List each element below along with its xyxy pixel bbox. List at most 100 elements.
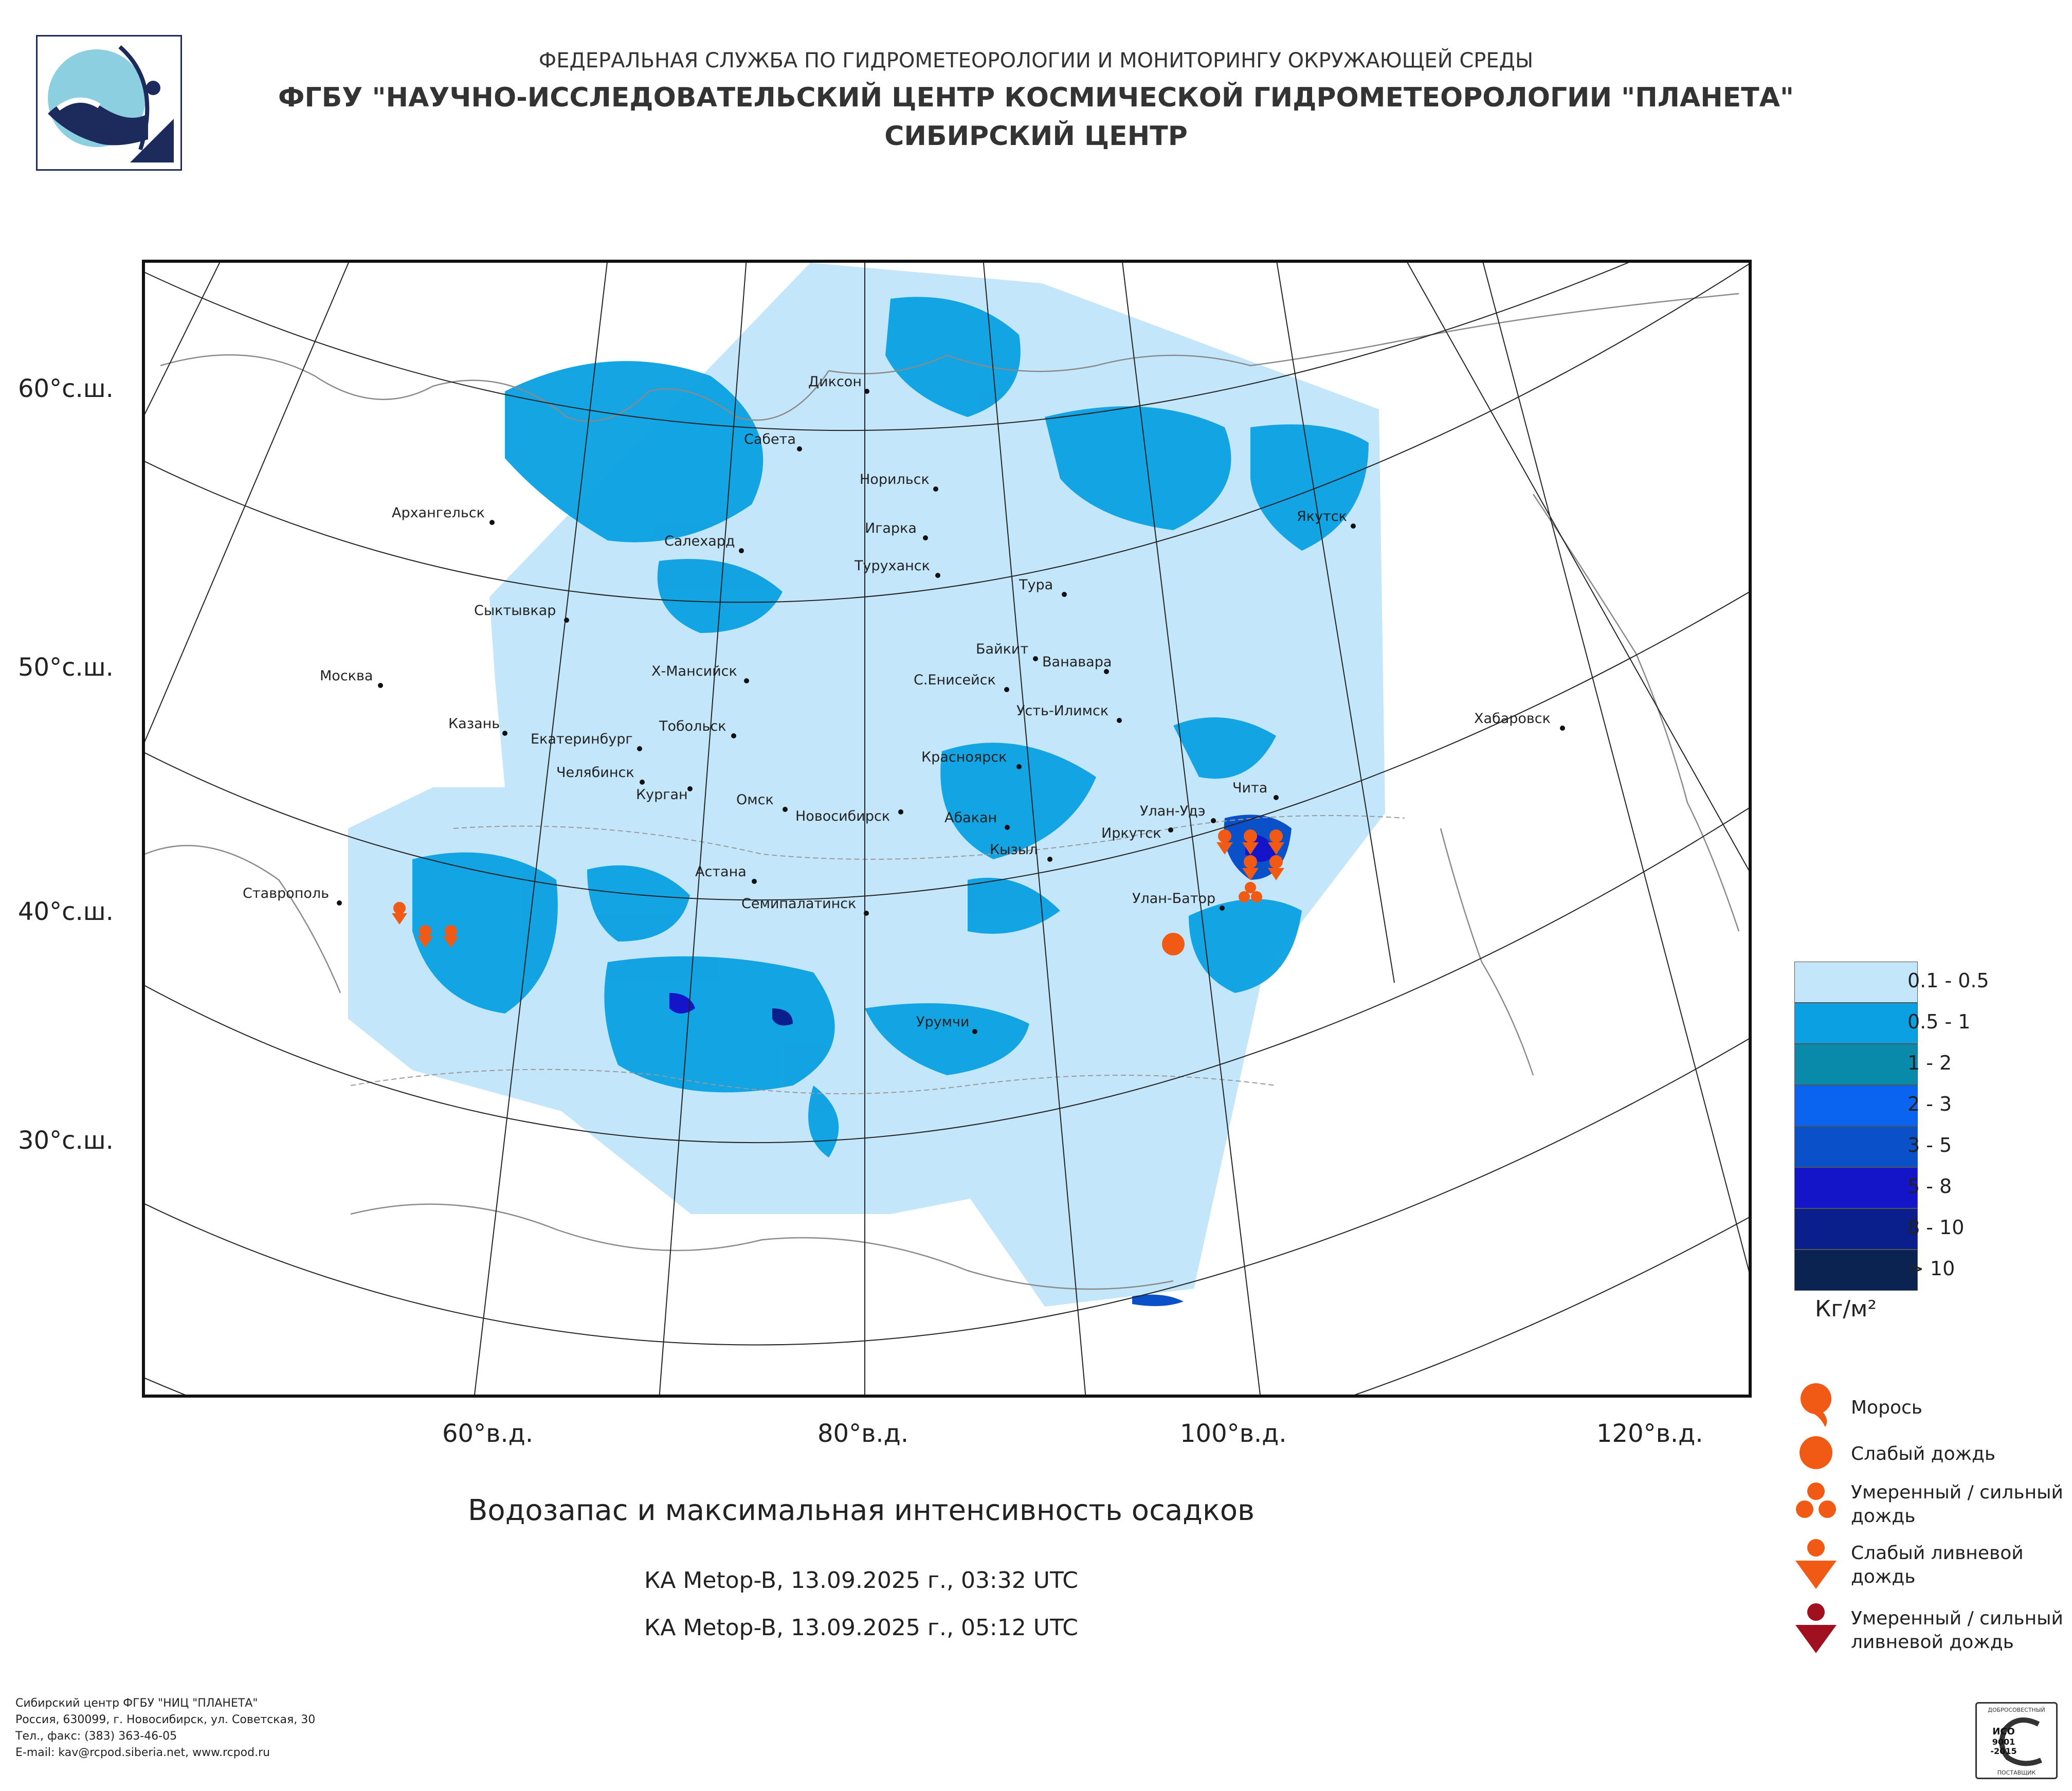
city-baykit: Байкит (976, 641, 1038, 661)
svg-text:Улан-Батор: Улан-Батор (1132, 891, 1215, 907)
legend-label-2: 1 - 2 (1907, 1052, 1952, 1074)
light-shower-icon (1795, 1539, 1837, 1589)
city-tobolsk: Тобольск (659, 718, 736, 738)
header-center: СИБИРСКИЙ ЦЕНТР (884, 121, 1188, 152)
city-omsk: Омск (736, 792, 788, 812)
footer-org: Сибирский центр ФГБУ "НИЦ "ПЛАНЕТА" (15, 1697, 258, 1710)
footer-address: Россия, 630099, г. Новосибирск, ул. Сове… (15, 1713, 316, 1726)
precip-symbols-caucasus (392, 902, 459, 948)
svg-text:Архангельск: Архангельск (392, 505, 485, 521)
city-turukhansk: Туруханск (854, 558, 940, 578)
svg-text:Екатеринбург: Екатеринбург (531, 731, 633, 747)
moderate-rain-icon (1796, 1482, 1836, 1518)
city-novosibirsk: Новосибирск (795, 808, 903, 824)
planeta-logo (36, 35, 182, 171)
symbol-label-heavy-shower: Умеренный / сильный ливневой дождь (1851, 1608, 2063, 1653)
svg-text:9001: 9001 (1992, 1737, 2015, 1747)
header-agency: ФЕДЕРАЛЬНАЯ СЛУЖБА ПО ГИДРОМЕТЕОРОЛОГИИ … (538, 49, 1534, 73)
svg-text:Сыктывкар: Сыктывкар (474, 603, 556, 619)
satellite-pass-2: КА Metop-B, 13.09.2025 г., 05:12 UTC (644, 1615, 1078, 1641)
city-yekaterinburg: Екатеринбург (531, 731, 642, 751)
svg-text:Курган: Курган (636, 787, 688, 803)
footer-email: E-mail: kav@rcpod.siberia.net, www.rcpod… (15, 1746, 270, 1759)
state-borders (350, 815, 1405, 1094)
city-tura: Тура (1019, 577, 1067, 597)
svg-text:Якутск: Якутск (1297, 509, 1347, 524)
svg-text:Х-Мансийск: Х-Мансийск (651, 663, 737, 679)
legend-swatch-7 (1794, 1250, 1918, 1291)
svg-text:Челябинск: Челябинск (556, 765, 634, 781)
svg-text:Иркутск: Иркутск (1101, 825, 1161, 841)
city-salekhard: Салехард (664, 533, 744, 553)
city-abakan: Абакан (944, 810, 1010, 830)
svg-text:Семипалатинск: Семипалатинск (741, 896, 856, 912)
city-s-yeniseysk: С.Енисейск (914, 672, 1009, 692)
legend-swatch-6 (1794, 1208, 1918, 1250)
legend-swatch-0 (1794, 962, 1918, 1003)
svg-text:ИСО: ИСО (1992, 1726, 2015, 1737)
city-moscow: Москва (320, 668, 383, 688)
symbol-label-light-rain: Слабый дождь (1851, 1443, 1996, 1464)
svg-text:Сабета: Сабета (744, 431, 796, 447)
svg-text:Ставрополь: Ставрополь (243, 885, 329, 901)
svg-text:Тобольск: Тобольск (659, 718, 726, 734)
city-krasnoyarsk: Красноярск (921, 749, 1022, 769)
city-igarka: Игарка (865, 520, 928, 540)
legend-unit: Кг/м² (1815, 1296, 1877, 1322)
symbol-label-drizzle: Морось (1851, 1397, 1922, 1418)
svg-text:Игарка: Игарка (865, 520, 917, 536)
city-dikson: Диксон (808, 374, 869, 394)
svg-text:Туруханск: Туруханск (854, 558, 930, 574)
legend-label-7: > 10 (1907, 1257, 1955, 1280)
city-vanavara: Ванавара (1042, 654, 1112, 674)
legend-label-4: 3 - 5 (1907, 1134, 1952, 1156)
coastlines (145, 293, 1740, 1290)
city-syktyvkar: Сыктывкар (474, 603, 569, 623)
svg-text:Усть-Илимск: Усть-Илимск (1016, 703, 1108, 719)
drizzle-icon (1801, 1383, 1831, 1427)
svg-text:Чита: Чита (1232, 780, 1267, 796)
city-arkhangelsk: Архангельск (392, 505, 495, 525)
light-rain-marker (1162, 933, 1185, 955)
satellite-pass-1: КА Metop-B, 13.09.2025 г., 03:32 UTC (644, 1567, 1078, 1594)
city-markers: Диксон Сабета Норильск Архангельск Игарк… (243, 374, 1565, 1034)
iso-certification-badge: ДОБРОСОВЕСТНЫЙ ИСО 9001 -2015 ПОСТАВЩИК (1975, 1702, 2058, 1779)
legend-label-6: 8 - 10 (1907, 1216, 1965, 1239)
legend-swatch-1 (1794, 1003, 1918, 1044)
legend-swatch-4 (1794, 1126, 1918, 1167)
city-ulan-bator: Улан-Батор (1132, 891, 1225, 911)
svg-text:Норильск: Норильск (860, 472, 930, 487)
svg-text:Тура: Тура (1019, 577, 1053, 593)
svg-text:Кызыл: Кызыл (990, 842, 1038, 858)
light-rain-icon (1800, 1436, 1832, 1469)
svg-text:Астана: Астана (695, 864, 747, 880)
svg-text:Диксон: Диксон (808, 374, 862, 390)
svg-text:Салехард: Салехард (664, 533, 735, 549)
legend-label-0: 0.1 - 0.5 (1907, 969, 1989, 992)
svg-text:-2015: -2015 (1990, 1746, 2016, 1756)
header-institute: ФГБУ "НАУЧНО-ИССЛЕДОВАТЕЛЬСКИЙ ЦЕНТР КОС… (278, 82, 1794, 113)
svg-text:ДОБРОСОВЕСТНЫЙ: ДОБРОСОВЕСТНЫЙ (1988, 1707, 2045, 1713)
svg-text:Омск: Омск (736, 792, 774, 808)
city-stavropol: Ставрополь (243, 885, 342, 906)
lon-label-80: 80°в.д. (817, 1419, 909, 1448)
legend-swatch-3 (1794, 1085, 1918, 1126)
lon-label-60: 60°в.д. (442, 1419, 534, 1448)
symbol-label-moderate-rain: Умеренный / сильный дождь (1851, 1482, 2063, 1527)
city-ulan-ude: Улан-Удэ (1140, 803, 1216, 823)
symbol-label-light-shower: Слабый ливневой дождь (1851, 1543, 2024, 1587)
lat-label-40: 40°с.ш. (18, 897, 114, 926)
city-astana: Астана (695, 864, 757, 884)
svg-text:Новосибирск: Новосибирск (795, 808, 890, 824)
city-kazan: Казань (448, 716, 507, 736)
legend-label-3: 2 - 3 (1907, 1093, 1952, 1115)
svg-text:С.Енисейск: С.Енисейск (914, 672, 996, 688)
water-content-05-1 (412, 297, 1369, 1157)
svg-text:Абакан: Абакан (944, 810, 997, 826)
svg-text:Урумчи: Урумчи (916, 1014, 969, 1030)
heavy-shower-icon (1795, 1603, 1837, 1653)
lat-label-50: 50°с.ш. (18, 653, 114, 682)
city-khanty-mansiysk: Х-Мансийск (651, 663, 749, 683)
svg-text:Хабаровск: Хабаровск (1474, 711, 1551, 727)
lon-label-100: 100°в.д. (1180, 1419, 1287, 1448)
